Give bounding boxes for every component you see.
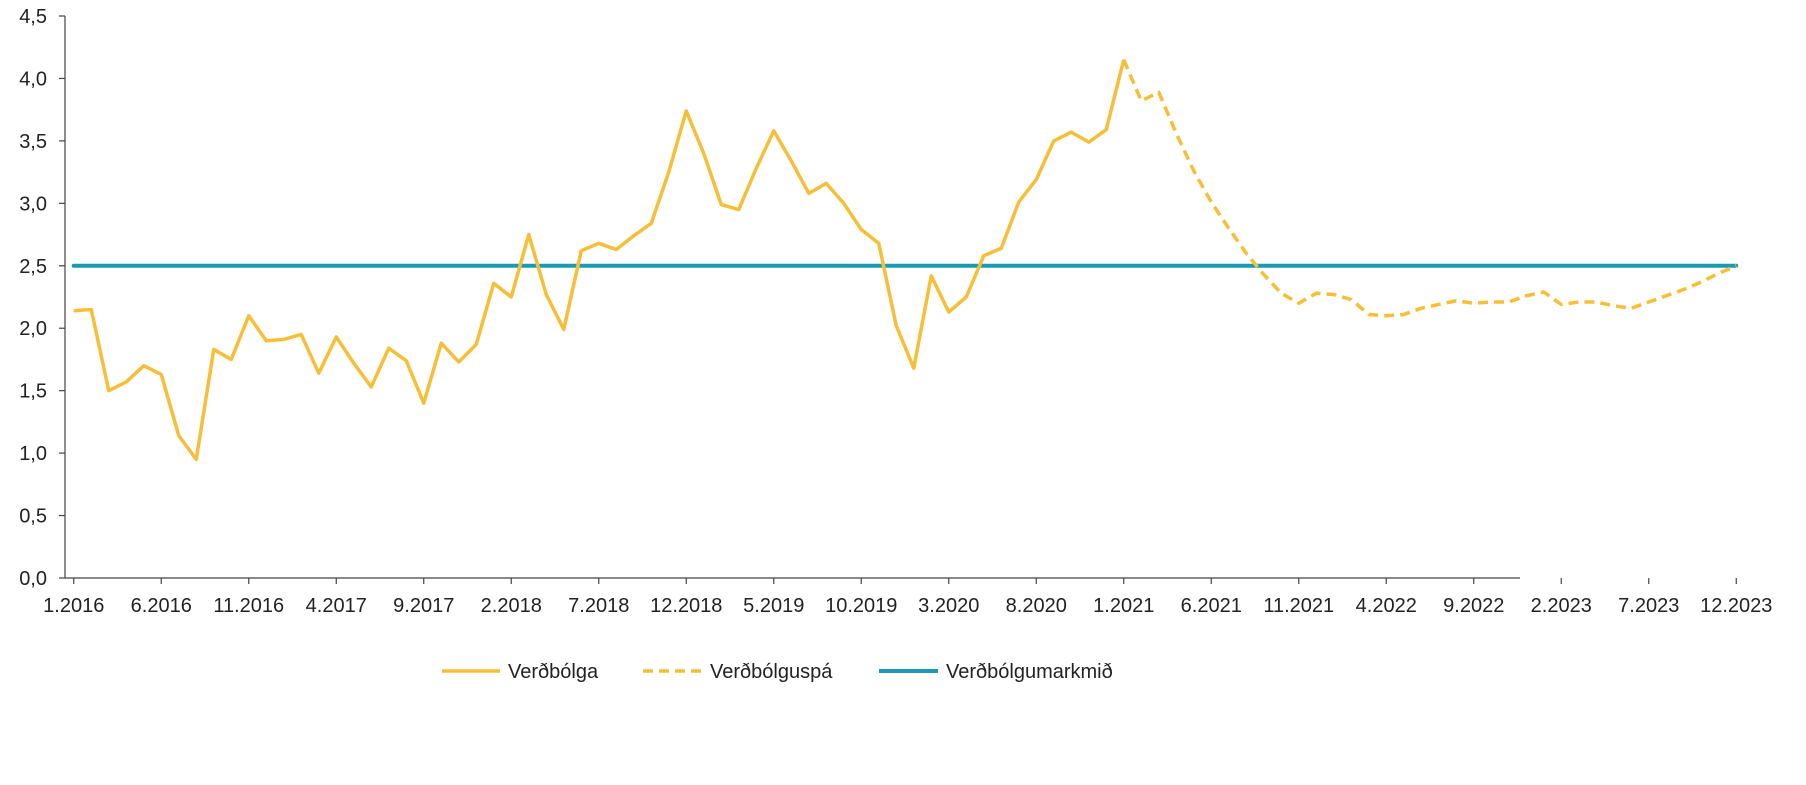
legend-label-verdbolga: Verðbólga xyxy=(508,661,599,683)
series-line-verdbolguspa xyxy=(1122,59,1737,318)
x-axis-ticks: 1.2016 6.2016 11.2016 4.2017 9.2017 2.2018 7.2… xyxy=(43,578,1772,617)
y-tick-label: 1,5 xyxy=(19,381,47,403)
axes xyxy=(64,16,1520,579)
x-tick-label: 7.2018 xyxy=(568,595,629,617)
x-tick-label: 9.2017 xyxy=(393,595,454,617)
x-tick-label: 12.2018 xyxy=(650,595,722,617)
x-tick-label: 8.2020 xyxy=(1006,595,1067,617)
x-tick-label: 2.2018 xyxy=(481,595,542,617)
y-tick-label: 4,0 xyxy=(19,68,47,90)
y-tick-label: 4,5 xyxy=(19,6,47,28)
series-layer xyxy=(71,59,1739,462)
x-tick-label: 9.2022 xyxy=(1443,595,1504,617)
legend-label-verdbolgumarkmid: Verðbólgumarkmið xyxy=(946,661,1113,683)
y-axis-ticks: 0,0 0,5 1,0 1,5 2,0 2,5 3,0 3,5 4,0 4,5 xyxy=(19,6,65,590)
legend: Verðbólga Verðbólguspá Verðbólgumarkmið xyxy=(442,661,1113,683)
x-tick-label: 6.2016 xyxy=(131,595,192,617)
y-tick-label: 0,0 xyxy=(19,568,47,590)
x-tick-label: 4.2022 xyxy=(1356,595,1417,617)
x-tick-label: 2.2023 xyxy=(1531,595,1592,617)
y-tick-label: 3,5 xyxy=(19,131,47,153)
x-tick-label: 7.2023 xyxy=(1618,595,1679,617)
x-tick-label: 11.2021 xyxy=(1263,595,1334,617)
x-tick-label: 1.2021 xyxy=(1093,595,1154,617)
x-tick-label: 12.2023 xyxy=(1700,595,1772,617)
legend-label-verdbolguspa: Verðbólguspá xyxy=(710,661,833,683)
x-tick-label: 1.2016 xyxy=(43,595,104,617)
y-tick-label: 1,0 xyxy=(19,443,47,465)
x-tick-label: 10.2019 xyxy=(825,595,897,617)
x-tick-label: 4.2017 xyxy=(306,595,367,617)
y-tick-label: 2,0 xyxy=(19,318,47,340)
y-tick-label: 0,5 xyxy=(19,506,47,528)
x-tick-label: 6.2021 xyxy=(1181,595,1242,617)
y-tick-label: 2,5 xyxy=(19,256,47,278)
x-tick-label: 5.2019 xyxy=(743,595,804,617)
y-tick-label: 3,0 xyxy=(19,193,47,215)
x-tick-label: 11.2016 xyxy=(213,595,284,617)
series-line-verdbolga xyxy=(73,59,1126,462)
x-tick-label: 3.2020 xyxy=(918,595,979,617)
